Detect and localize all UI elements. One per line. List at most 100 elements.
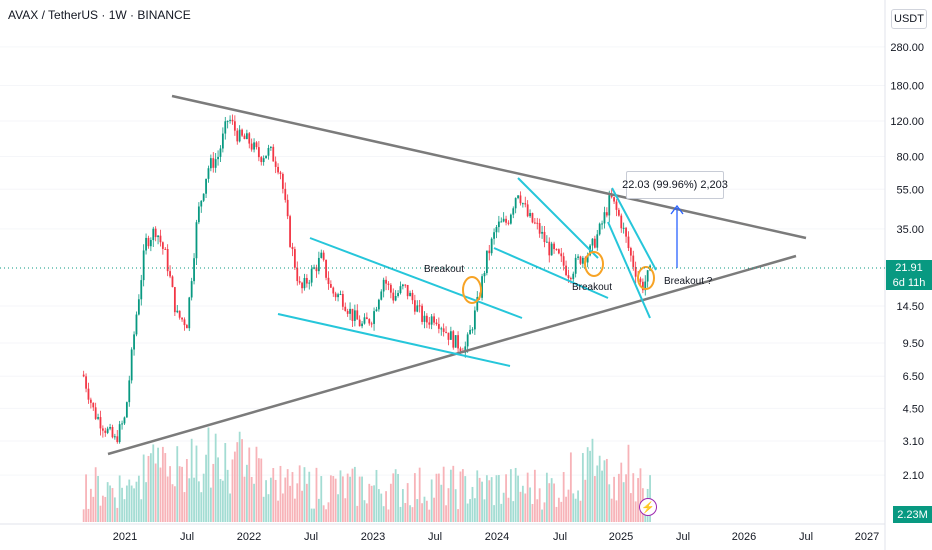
candle xyxy=(109,427,111,429)
candle xyxy=(488,250,491,254)
upper-trendline xyxy=(171,94,807,240)
candle xyxy=(296,267,299,282)
candle xyxy=(267,147,270,156)
volume-bar xyxy=(423,496,426,522)
volume-bar xyxy=(514,467,517,522)
channel-line xyxy=(611,187,657,271)
volume-bar xyxy=(637,478,639,522)
volume-bar xyxy=(598,455,601,522)
volume-bar xyxy=(305,483,308,522)
volume-bar xyxy=(253,483,255,522)
candle xyxy=(166,249,169,272)
volume-bar xyxy=(596,465,599,522)
candle xyxy=(243,135,246,140)
volume-bar xyxy=(550,478,553,522)
y-tick-label: 4.50 xyxy=(903,403,924,415)
volume-bar xyxy=(404,503,407,522)
volume-bar xyxy=(409,505,411,522)
candle xyxy=(289,216,291,247)
volume-bar xyxy=(125,485,128,522)
candle xyxy=(538,223,541,234)
volume-bar xyxy=(346,473,349,522)
candle xyxy=(257,147,260,158)
volume-bar xyxy=(109,485,111,522)
volume-bar xyxy=(97,475,99,522)
candle xyxy=(536,222,539,224)
volume-bar xyxy=(212,463,215,522)
breakout-label: Breakout xyxy=(424,264,465,275)
candle xyxy=(147,237,150,247)
candle xyxy=(356,310,359,320)
candle xyxy=(277,166,279,173)
candle xyxy=(646,270,649,282)
candle xyxy=(397,293,399,296)
volume-bar xyxy=(195,445,198,522)
candle xyxy=(137,299,140,315)
channel-line xyxy=(309,237,523,319)
volume-bar xyxy=(133,488,135,522)
candle xyxy=(200,200,203,207)
volume-bar xyxy=(536,499,539,522)
y-tick-label: 9.50 xyxy=(903,338,924,350)
channel-line xyxy=(607,221,651,319)
volume-bar xyxy=(137,475,140,522)
volume-bar xyxy=(205,454,207,522)
candle xyxy=(375,309,378,312)
candle xyxy=(608,195,611,216)
volume-bar xyxy=(505,474,507,522)
candle xyxy=(421,305,423,322)
channel-line xyxy=(277,313,511,367)
candle xyxy=(514,198,517,209)
candle xyxy=(529,213,531,217)
volume-bar xyxy=(469,499,471,522)
candle xyxy=(423,315,426,322)
measure-arrow-head xyxy=(670,204,684,215)
volume-bar xyxy=(147,455,150,522)
candle xyxy=(548,241,551,256)
candle xyxy=(433,316,435,323)
candle xyxy=(449,331,452,340)
candle xyxy=(526,204,529,217)
volume-bar xyxy=(339,470,342,522)
volume-bar xyxy=(221,480,224,522)
volume-bar xyxy=(320,476,323,522)
volume-bar xyxy=(543,502,546,522)
candle xyxy=(404,284,407,286)
volume-bar xyxy=(104,496,107,522)
candle xyxy=(509,214,512,224)
candle xyxy=(447,332,450,340)
candle xyxy=(339,294,342,296)
candle xyxy=(154,228,157,238)
volume-bar xyxy=(413,473,416,522)
candle xyxy=(195,222,198,259)
drawings xyxy=(107,94,807,456)
volume-bar xyxy=(497,475,500,522)
lightning-icon[interactable]: ⚡ xyxy=(639,498,657,516)
price-axis[interactable]: 280.00 180.00 120.00 80.00 55.00 35.00 14.50 9.… xyxy=(884,0,924,550)
candle xyxy=(142,250,145,281)
volume-bar xyxy=(584,479,587,522)
candle xyxy=(399,286,402,294)
candle xyxy=(644,281,647,291)
candle xyxy=(106,428,109,433)
time-axis[interactable]: 2021 Jul 2022 Jul 2023 Jul 2024 Jul 2025 Jul 2026 J… xyxy=(0,523,885,543)
volume-bar xyxy=(341,476,344,522)
candle xyxy=(553,243,555,250)
volume-bar xyxy=(260,458,263,522)
volume-bar xyxy=(82,509,85,522)
volume-bar xyxy=(351,468,354,522)
candle xyxy=(560,253,563,257)
volume-bar xyxy=(226,469,229,522)
candle xyxy=(581,257,584,264)
volume-bar xyxy=(164,453,167,522)
candle xyxy=(94,407,97,419)
volume-bar xyxy=(337,494,339,522)
volume-bar xyxy=(207,427,210,522)
volume-bar xyxy=(632,473,635,522)
x-tick-label: 2025 xyxy=(609,531,633,543)
volume-bar xyxy=(255,446,258,522)
volume-bar xyxy=(358,476,361,522)
currency-button[interactable]: USDT xyxy=(891,9,927,29)
volume-bar xyxy=(142,454,145,522)
